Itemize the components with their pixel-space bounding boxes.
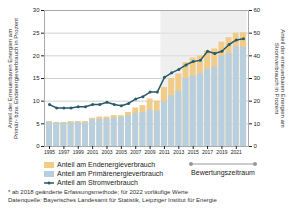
html-text:* ab 2018 geänderte Erfassungs: * ab 2018 geänderte Erfassungsmethode; f… — [8, 189, 188, 195]
svg-text:30: 30 — [33, 7, 40, 13]
svg-text:20: 20 — [33, 53, 40, 59]
svg-text:15: 15 — [33, 75, 40, 81]
svg-text:10: 10 — [33, 98, 40, 104]
svg-text:40: 40 — [254, 53, 261, 59]
svg-text:2013: 2013 — [173, 149, 184, 155]
svg-text:2021: 2021 — [231, 149, 242, 155]
svg-text:25: 25 — [33, 30, 40, 36]
svg-text:2007: 2007 — [130, 149, 141, 155]
html-text:Anteil am Stromverbrauch: Anteil am Stromverbrauch — [57, 179, 138, 186]
svg-text:1997: 1997 — [58, 149, 69, 155]
svg-text:Anteil der erneuerbaren Energi: Anteil der erneuerbaren Energien amStrom… — [274, 29, 286, 128]
svg-text:1999: 1999 — [73, 149, 84, 155]
html-text:Datenquelle: Bayerisches Lande: Datenquelle: Bayerisches Landesamt für S… — [8, 196, 217, 203]
svg-text:2009: 2009 — [145, 149, 156, 155]
svg-text:2015: 2015 — [188, 149, 199, 155]
svg-text:0: 0 — [254, 143, 258, 149]
svg-text:10: 10 — [254, 121, 261, 127]
svg-text:0: 0 — [36, 143, 40, 149]
svg-text:30: 30 — [254, 75, 261, 81]
svg-text:50: 50 — [254, 30, 261, 36]
html-text:Bewertungszeitraum: Bewertungszeitraum — [191, 169, 255, 176]
svg-text:60: 60 — [254, 7, 261, 13]
svg-text:5: 5 — [36, 121, 40, 127]
svg-text:2001: 2001 — [87, 149, 98, 155]
svg-text:2019: 2019 — [216, 149, 227, 155]
svg-text:Anteil der Erneuerbaren Energi: Anteil der Erneuerbaren Energien amPrimä… — [7, 18, 19, 139]
svg-text:2005: 2005 — [116, 149, 127, 155]
svg-text:2017: 2017 — [202, 149, 213, 155]
svg-text:2003: 2003 — [101, 149, 112, 155]
svg-text:2011: 2011 — [159, 149, 170, 155]
svg-text:20: 20 — [254, 98, 261, 104]
html-text:Anteil am Primärenergieverbrau: Anteil am Primärenergieverbrauch — [57, 170, 164, 177]
html-text:Anteil am Endenergieverbrauch: Anteil am Endenergieverbrauch — [57, 161, 156, 168]
svg-text:1995: 1995 — [44, 149, 55, 155]
